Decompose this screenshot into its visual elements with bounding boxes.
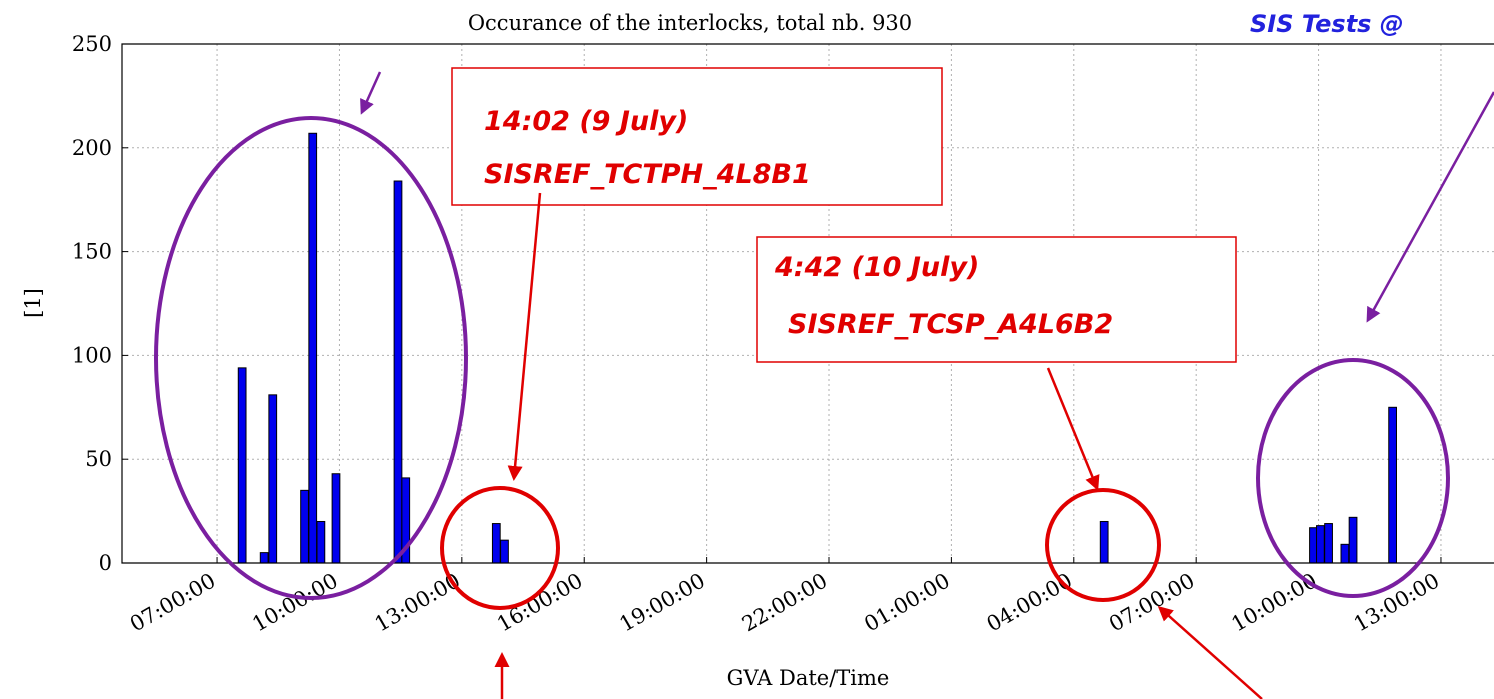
x-tick-label: 04:00:00 [983, 569, 1077, 637]
y-tick-label: 250 [72, 32, 112, 56]
x-tick-label: 10:00:00 [248, 569, 342, 637]
x-tick-label: 07:00:00 [126, 569, 220, 637]
highlight-ellipse [1256, 358, 1450, 598]
chart-title: Occurance of the interlocks, total nb. 9… [468, 11, 912, 35]
highlight-ellipse [154, 116, 468, 600]
arrow [1366, 91, 1494, 323]
bar [1316, 525, 1325, 564]
annotation-text: 4:42 (10 July) [774, 252, 979, 283]
annotation-box [756, 236, 1237, 363]
y-tick-label: 50 [85, 447, 112, 471]
bar [316, 520, 326, 564]
bar [259, 552, 269, 564]
y-tick-label: 200 [72, 136, 112, 160]
annotation-text: SIS Tests @ [1250, 10, 1404, 38]
x-tick-label: 19:00:00 [615, 569, 709, 637]
x-tick-label: 16:00:00 [493, 569, 587, 637]
arrow [1157, 606, 1263, 699]
x-tick-label: 07:00:00 [1105, 569, 1199, 637]
annotation-text: SISREF_TCSP_A4L6B2 [788, 309, 1113, 340]
y-tick-label: 0 [99, 551, 112, 575]
annotation-text: 14:02 (9 July) [484, 106, 688, 137]
bar [393, 180, 403, 564]
y-axis-label: [1] [21, 288, 45, 318]
bar [1324, 523, 1333, 564]
arrow [507, 192, 542, 481]
annotation-text: SISREF_TCTPH_4L8B1 [484, 159, 811, 190]
x-tick-label: 22:00:00 [738, 569, 832, 637]
bar [500, 539, 509, 564]
arrow [360, 71, 382, 115]
bar [1388, 406, 1397, 564]
bar [491, 523, 501, 564]
bar [308, 132, 318, 564]
x-axis-label: GVA Date/Time [727, 666, 890, 690]
x-tick-label: 01:00:00 [860, 569, 954, 637]
bar [268, 394, 278, 564]
bar [1348, 516, 1358, 564]
highlight-circle [440, 486, 560, 610]
annotations: 14:02 (9 July) SISREF_TCTPH_4L8B1 4:42 (… [154, 10, 1494, 699]
bar [237, 367, 247, 564]
annotation-box [451, 67, 943, 206]
bar [331, 473, 341, 564]
y-tick-label: 100 [72, 343, 112, 367]
plot-frame [121, 43, 1494, 564]
arrow [1046, 367, 1100, 491]
bar [1340, 543, 1350, 564]
x-tick-label: 10:00:00 [1227, 569, 1321, 637]
x-tick-label: 13:00:00 [1350, 569, 1444, 637]
highlight-circle [1045, 488, 1161, 602]
bar [300, 489, 309, 564]
y-tick-label: 150 [72, 240, 112, 264]
bar [1099, 520, 1109, 564]
